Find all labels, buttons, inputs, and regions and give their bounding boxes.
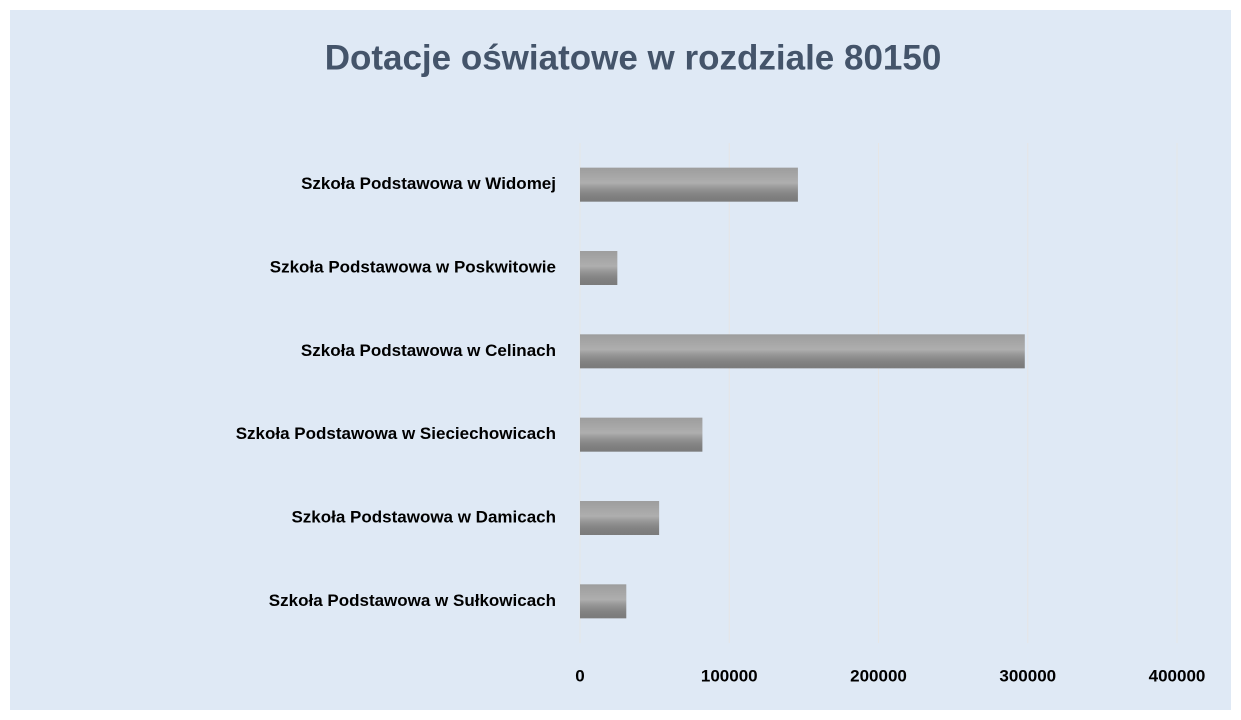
y-tick-label: Szkoła Podstawowa w Widomej xyxy=(301,174,556,193)
bar-shine xyxy=(580,417,703,452)
bar-shine xyxy=(580,251,618,285)
y-tick-label: Szkoła Podstawowa w Damicach xyxy=(291,507,556,526)
y-tick-label: Szkoła Podstawowa w Poskwitowie xyxy=(270,257,556,276)
bar-shine xyxy=(580,584,627,619)
x-tick-label: 400000 xyxy=(1149,666,1206,685)
bar-shine xyxy=(580,167,798,202)
bar-shine xyxy=(580,501,660,535)
y-tick-label: Szkoła Podstawowa w Celinach xyxy=(301,341,556,360)
chart-title: Dotacje oświatowe w rozdziale 80150 xyxy=(325,38,942,77)
bar-shine xyxy=(580,334,1025,369)
x-tick-label: 100000 xyxy=(701,666,758,685)
x-tick-label: 0 xyxy=(575,666,584,685)
x-tick-label: 200000 xyxy=(850,666,907,685)
y-tick-label: Szkoła Podstawowa w Sieciechowicach xyxy=(236,424,556,443)
y-tick-label: Szkoła Podstawowa w Sułkowicach xyxy=(269,591,556,610)
x-tick-label: 300000 xyxy=(999,666,1056,685)
